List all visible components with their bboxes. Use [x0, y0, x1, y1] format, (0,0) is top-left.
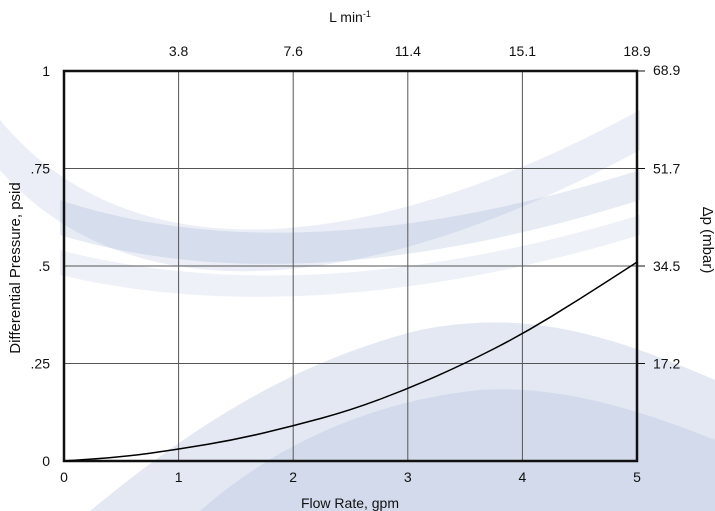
- background-band: [200, 389, 715, 511]
- background-band: [0, 110, 640, 272]
- series-line: [63, 261, 638, 462]
- right-tick-label: 51.7: [653, 161, 680, 177]
- right-tick-label: 34.5: [653, 258, 680, 274]
- background-band: [60, 215, 640, 297]
- x-axis-title: Flow Rate, gpm: [301, 495, 399, 511]
- right-axis-title: Δp (mbar): [699, 207, 715, 274]
- top-tick-label: 18.9: [623, 43, 650, 59]
- top-tick-label: 3.8: [169, 43, 189, 59]
- x-tick-label: 0: [60, 469, 68, 485]
- background-pipe-image: [0, 110, 715, 511]
- y-tick-label: .75: [31, 161, 51, 177]
- top-tick-label: 15.1: [509, 43, 536, 59]
- y-tick-label: .25: [31, 356, 51, 372]
- x-tick-label: 1: [175, 469, 183, 485]
- plot-frame: [62, 69, 645, 463]
- y-tick-label: 1: [42, 63, 50, 79]
- x-tick-label: 4: [519, 469, 527, 485]
- background-band: [90, 322, 715, 511]
- right-tick-label: 17.2: [653, 356, 680, 372]
- y-tick-label: 0: [42, 453, 50, 469]
- right-tick-label: 68.9: [653, 62, 680, 78]
- y-tick-label: .5: [38, 258, 50, 274]
- top-tick-label: 11.4: [395, 43, 421, 59]
- y-axis-title: Differential Pressure, psid: [7, 182, 24, 353]
- top-axis-title: L min-1: [329, 9, 371, 25]
- grid: [64, 71, 637, 461]
- series-layer: [63, 261, 638, 462]
- x-tick-label: 5: [633, 469, 641, 485]
- x-tick-label: 2: [289, 469, 297, 485]
- background-band: [60, 170, 640, 264]
- tick-labels: 0 1 2 3 4 5 0 .25 .5 .75 1 3.8 7.6 11.4 15.1 18.9 17.2 34…: [31, 43, 681, 485]
- x-tick-label: 3: [404, 469, 412, 485]
- top-tick-label: 7.6: [283, 43, 303, 59]
